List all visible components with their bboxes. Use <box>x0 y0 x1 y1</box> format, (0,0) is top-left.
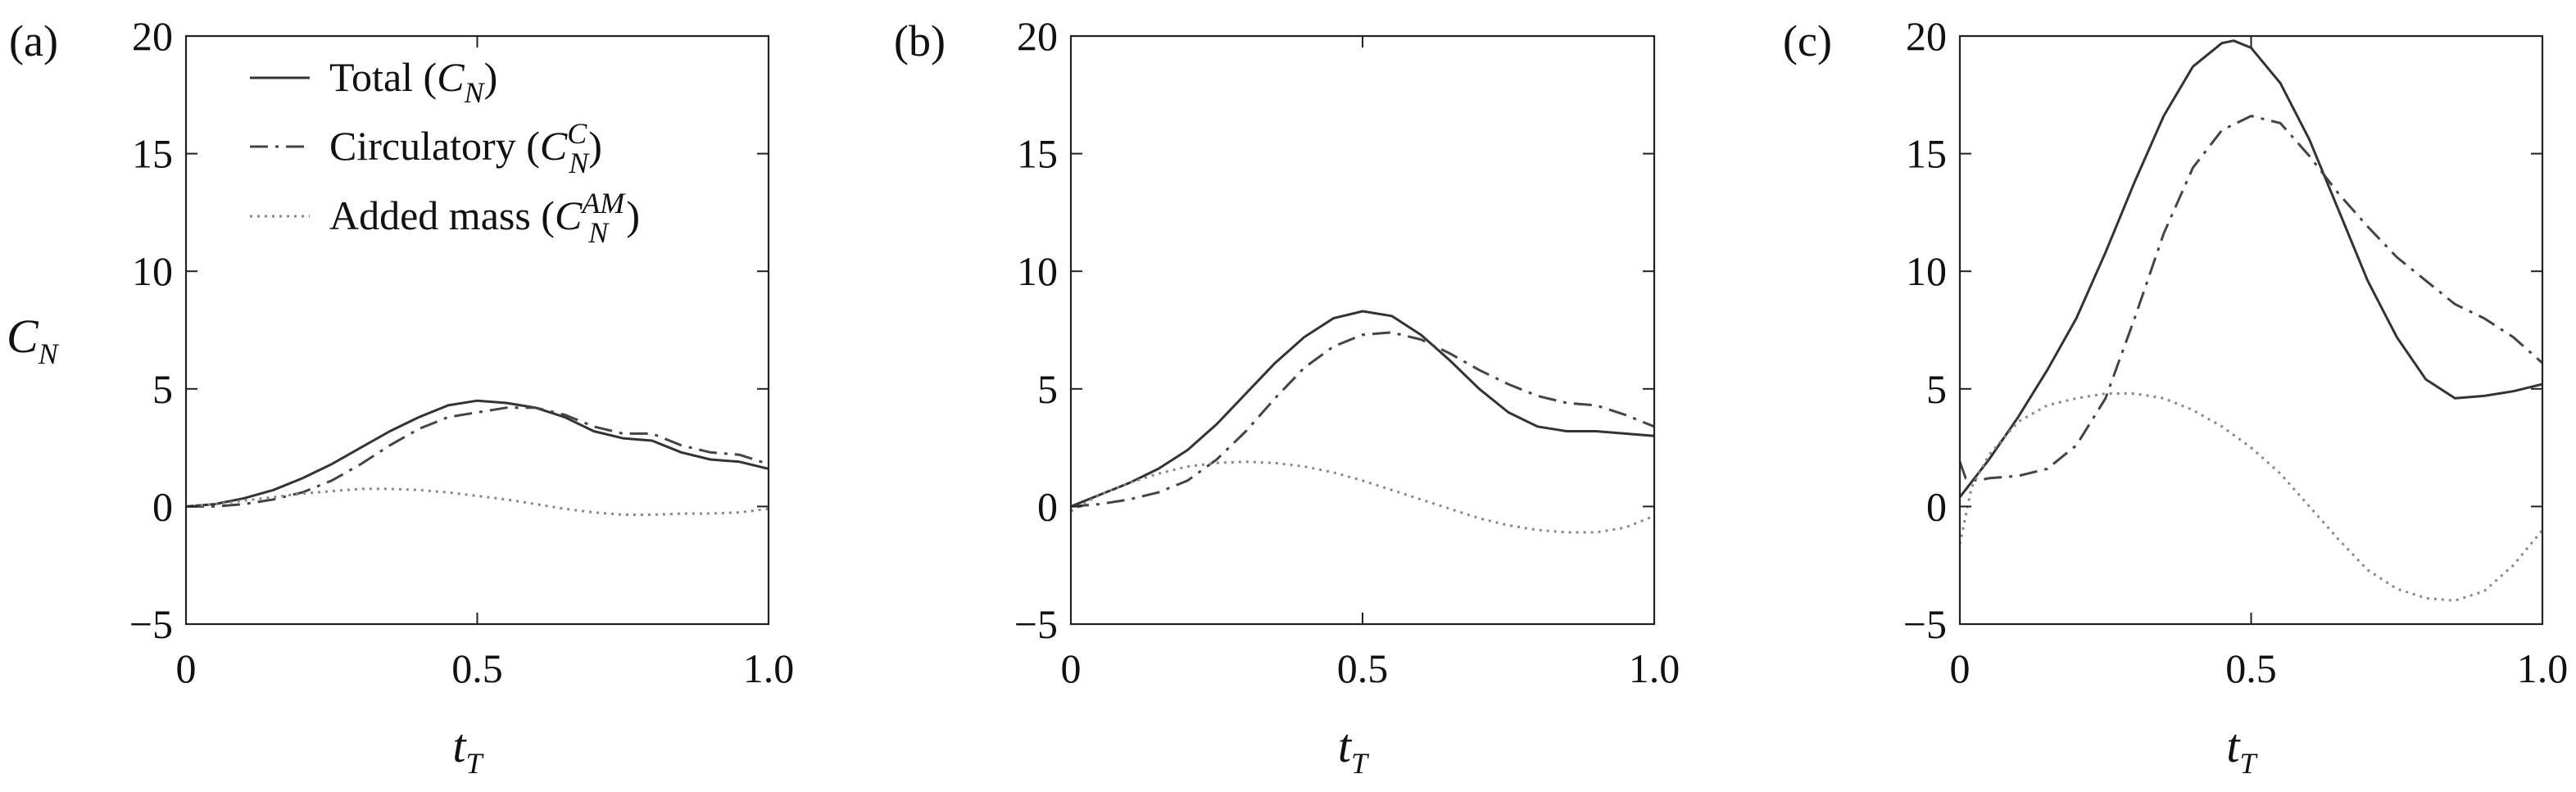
y-tick-label: 5 <box>1926 366 1947 412</box>
series-line-circulatory <box>1071 331 1654 508</box>
y-tick-label: 0 <box>1037 483 1058 529</box>
series-line-total <box>186 399 769 508</box>
x-axis-label: tT <box>452 719 484 780</box>
x-tick-label: 1.0 <box>2517 645 2569 691</box>
y-tick-label: 5 <box>152 366 173 412</box>
x-tick-label: 0 <box>1061 645 1082 691</box>
series-line-added_mass <box>1071 460 1654 534</box>
y-tick-label: 20 <box>1906 13 1947 59</box>
y-tick-label: 10 <box>132 248 173 294</box>
panel-label: (b) <box>894 16 946 66</box>
y-tick-label: 10 <box>1906 248 1947 294</box>
x-tick-label: 0.5 <box>451 645 503 691</box>
y-tick-label: 5 <box>1037 366 1058 412</box>
y-tick-label: −5 <box>1014 601 1058 647</box>
y-tick-label: 15 <box>132 131 173 177</box>
y-tick-label: 0 <box>1926 483 1947 529</box>
y-tick-label: 15 <box>1017 131 1058 177</box>
x-tick-label: 1.0 <box>743 645 795 691</box>
legend-entry-added_mass: Added mass (CAM N) <box>329 187 640 249</box>
series-line-total <box>1960 39 2542 498</box>
series-line-added_mass <box>1960 392 2542 602</box>
y-tick-label: 10 <box>1017 248 1058 294</box>
y-axis-label: CN <box>7 310 60 370</box>
series-line-added_mass <box>186 487 769 516</box>
panel-label: (c) <box>1783 16 1832 66</box>
panel-label: (a) <box>9 16 58 66</box>
x-axis-label: tT <box>2226 719 2258 780</box>
y-tick-label: 0 <box>152 483 173 529</box>
legend-entry-circulatory: Circulatory (CC N) <box>329 117 602 179</box>
x-tick-label: 0 <box>1950 645 1971 691</box>
legend: Total (CN) Circulatory (CC N) Added mass (C… <box>250 54 640 249</box>
legend-entry-total: Total (CN) <box>329 54 497 109</box>
series-line-circulatory <box>186 406 769 508</box>
plot-frame <box>1958 34 2544 626</box>
x-tick-label: 1.0 <box>1629 645 1680 691</box>
y-tick-label: 15 <box>1906 131 1947 177</box>
y-tick-label: −5 <box>1903 601 1947 647</box>
x-tick-label: 0.5 <box>2225 645 2277 691</box>
series-line-circulatory <box>1960 115 2542 482</box>
plot-frame <box>1069 34 1656 626</box>
x-axis-label: tT <box>1338 719 1370 780</box>
y-tick-label: 20 <box>132 13 173 59</box>
series-line-total <box>1071 310 1654 508</box>
x-tick-label: 0 <box>176 645 197 691</box>
y-tick-label: −5 <box>129 601 173 647</box>
y-tick-label: 20 <box>1017 13 1058 59</box>
x-tick-label: 0.5 <box>1337 645 1389 691</box>
